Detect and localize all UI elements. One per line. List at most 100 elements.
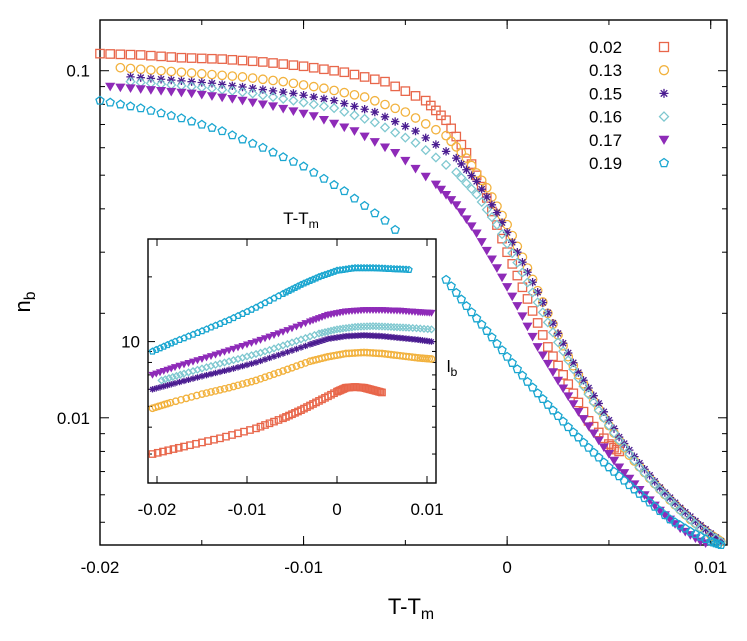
inset-data-point bbox=[252, 424, 260, 433]
data-point bbox=[700, 533, 711, 544]
data-point bbox=[645, 471, 654, 480]
inset-data-point bbox=[309, 275, 317, 283]
data-point bbox=[497, 345, 507, 355]
data-point bbox=[670, 498, 680, 507]
inset-data-point bbox=[396, 265, 404, 273]
inset-data-point bbox=[393, 265, 401, 273]
data-point bbox=[492, 338, 502, 348]
data-point bbox=[237, 55, 248, 66]
data-point bbox=[451, 287, 461, 297]
data-point bbox=[502, 228, 512, 237]
data-point bbox=[360, 105, 369, 114]
data-point bbox=[659, 489, 671, 501]
inset-data-point bbox=[252, 376, 260, 385]
data-point bbox=[257, 100, 268, 110]
inset-data-point bbox=[233, 344, 243, 352]
inset-data-point bbox=[153, 448, 162, 457]
data-point bbox=[227, 71, 238, 81]
data-point bbox=[629, 484, 640, 494]
data-point bbox=[604, 416, 614, 425]
inset-data-point bbox=[383, 322, 393, 331]
data-point bbox=[624, 480, 635, 490]
data-point bbox=[461, 215, 472, 224]
data-point bbox=[624, 448, 635, 460]
data-point bbox=[258, 57, 268, 67]
inset-data-point bbox=[401, 323, 411, 332]
data-point bbox=[542, 359, 553, 369]
data-point bbox=[523, 268, 532, 277]
inset-data-point bbox=[243, 361, 251, 369]
data-point bbox=[507, 357, 517, 367]
x-axis-title: T-Tm bbox=[388, 594, 434, 623]
data-point bbox=[279, 87, 288, 97]
data-point bbox=[456, 294, 467, 304]
data-point bbox=[125, 84, 136, 94]
data-point bbox=[517, 370, 528, 380]
data-point bbox=[609, 466, 619, 476]
data-point bbox=[420, 145, 431, 156]
data-point bbox=[125, 63, 136, 74]
data-point bbox=[588, 397, 599, 408]
data-point bbox=[390, 127, 401, 138]
data-point bbox=[349, 110, 360, 121]
inset-data-point bbox=[251, 338, 261, 346]
data-point bbox=[257, 90, 268, 101]
data-point bbox=[247, 56, 258, 67]
data-point bbox=[654, 484, 665, 495]
data-point bbox=[532, 318, 543, 328]
data-point bbox=[578, 415, 589, 424]
inset-data-point bbox=[378, 388, 386, 397]
legend-label: 0.02 bbox=[589, 38, 622, 57]
data-point bbox=[359, 72, 370, 82]
data-point bbox=[619, 475, 629, 485]
data-point bbox=[573, 408, 584, 417]
main-plot-marks bbox=[95, 48, 727, 550]
data-point bbox=[379, 143, 391, 153]
legend-marker bbox=[658, 157, 670, 168]
data-point bbox=[461, 178, 472, 189]
inset-data-point bbox=[206, 353, 216, 361]
inset-data-point bbox=[359, 322, 369, 331]
data-point bbox=[543, 399, 553, 409]
inset-data-point bbox=[390, 264, 398, 273]
inset-data-point bbox=[176, 370, 185, 379]
data-point bbox=[288, 95, 299, 106]
data-point bbox=[115, 83, 126, 93]
data-point bbox=[95, 48, 105, 59]
legend-entry-0.19: 0.19 bbox=[589, 154, 670, 173]
data-point bbox=[537, 307, 548, 318]
data-point bbox=[537, 330, 548, 340]
data-point bbox=[548, 318, 558, 328]
inset-data-point bbox=[202, 354, 211, 362]
inset-data-point bbox=[288, 285, 296, 293]
inset-data-point bbox=[160, 383, 167, 390]
series-0.17 bbox=[105, 82, 711, 549]
inset-data-point bbox=[303, 278, 311, 286]
inset-data-point bbox=[265, 333, 274, 341]
data-point bbox=[156, 108, 166, 118]
data-point bbox=[614, 463, 625, 473]
legend-label: 0.15 bbox=[589, 84, 622, 103]
inset-data-point bbox=[261, 421, 269, 429]
inset-data-point bbox=[164, 374, 174, 383]
data-point bbox=[410, 137, 421, 148]
data-point bbox=[431, 105, 441, 116]
inset-data-point bbox=[170, 364, 180, 372]
data-point bbox=[517, 282, 528, 293]
inset-data-point bbox=[256, 422, 265, 431]
data-point bbox=[599, 407, 609, 417]
inset-data-point bbox=[229, 382, 238, 391]
data-point bbox=[578, 437, 589, 447]
data-point bbox=[527, 382, 538, 392]
data-point bbox=[613, 435, 625, 446]
data-point bbox=[512, 302, 523, 311]
data-point bbox=[456, 172, 467, 183]
data-point bbox=[349, 127, 360, 136]
inset-data-point bbox=[301, 320, 310, 328]
data-point bbox=[563, 355, 574, 366]
inset-data-point bbox=[168, 381, 175, 388]
data-point bbox=[558, 370, 568, 380]
y-axis-title: nb bbox=[10, 291, 39, 312]
data-point bbox=[569, 358, 578, 367]
data-point bbox=[649, 479, 660, 490]
